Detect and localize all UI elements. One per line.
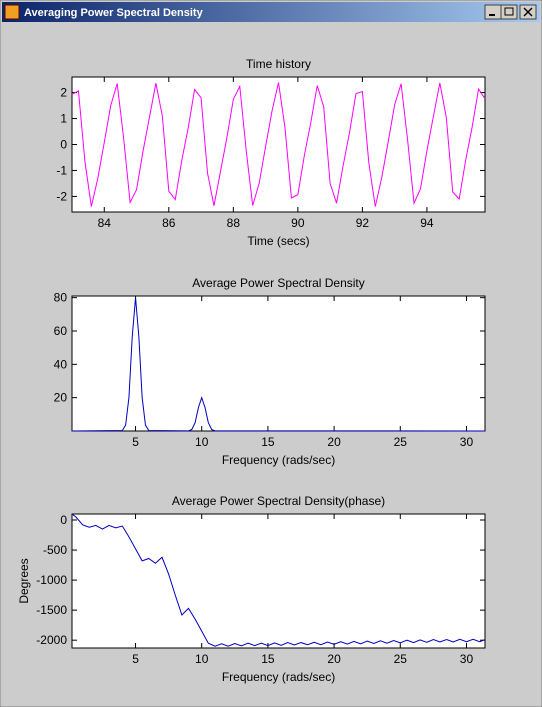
x-tick-label: 25 [394,435,408,449]
chart-title: Average Power Spectral Density(phase) [172,494,385,508]
x-tick-label: 92 [356,216,370,230]
x-axis-label: Frequency (rads/sec) [222,453,335,467]
x-tick-label: 30 [460,435,474,449]
close-button[interactable] [519,4,537,20]
plot-area [71,513,486,649]
y-tick-label: -2 [56,189,67,203]
y-tick-label: -1 [56,163,67,177]
app-icon [4,4,20,20]
data-line [71,297,486,432]
y-tick-label: 0 [60,513,67,527]
x-tick-label: 90 [291,216,305,230]
plot-area [71,295,486,432]
y-tick-label: -1500 [36,603,67,617]
x-tick-label: 5 [132,652,139,666]
y-tick-label: 1 [60,112,67,126]
chart-title: Average Power Spectral Density [192,276,365,290]
y-tick-label: 80 [54,291,68,305]
x-tick-label: 30 [460,652,474,666]
data-line [71,82,486,207]
x-tick-label: 5 [132,435,139,449]
x-tick-label: 15 [261,652,275,666]
x-tick-label: 10 [195,652,209,666]
y-tick-label: 20 [54,391,68,405]
x-tick-label: 20 [327,652,341,666]
y-tick-label: -1000 [36,573,67,587]
y-tick-label: 60 [54,324,68,338]
x-tick-label: 88 [227,216,241,230]
plot-area [71,76,486,213]
maximize-button[interactable] [500,4,518,20]
x-tick-label: 20 [327,435,341,449]
y-tick-label: 0 [60,138,67,152]
x-tick-label: 84 [98,216,112,230]
x-axis-label: Frequency (rads/sec) [222,670,335,684]
chart-title: Time history [246,57,311,71]
minimize-button[interactable] [484,4,502,20]
y-tick-label: 2 [60,86,67,100]
data-line [71,513,486,647]
title-bar [2,2,540,22]
y-tick-label: -500 [43,543,67,557]
x-tick-label: 10 [195,435,209,449]
y-axis-label: Degrees [17,558,31,603]
y-tick-label: -2000 [36,633,67,647]
y-tick-label: 40 [54,357,68,371]
x-tick-label: 86 [162,216,176,230]
x-axis-label: Time (secs) [247,234,309,248]
x-tick-label: 94 [420,216,434,230]
window-title: Averaging Power Spectral Density [24,7,204,19]
x-tick-label: 25 [394,652,408,666]
x-tick-label: 15 [261,435,275,449]
